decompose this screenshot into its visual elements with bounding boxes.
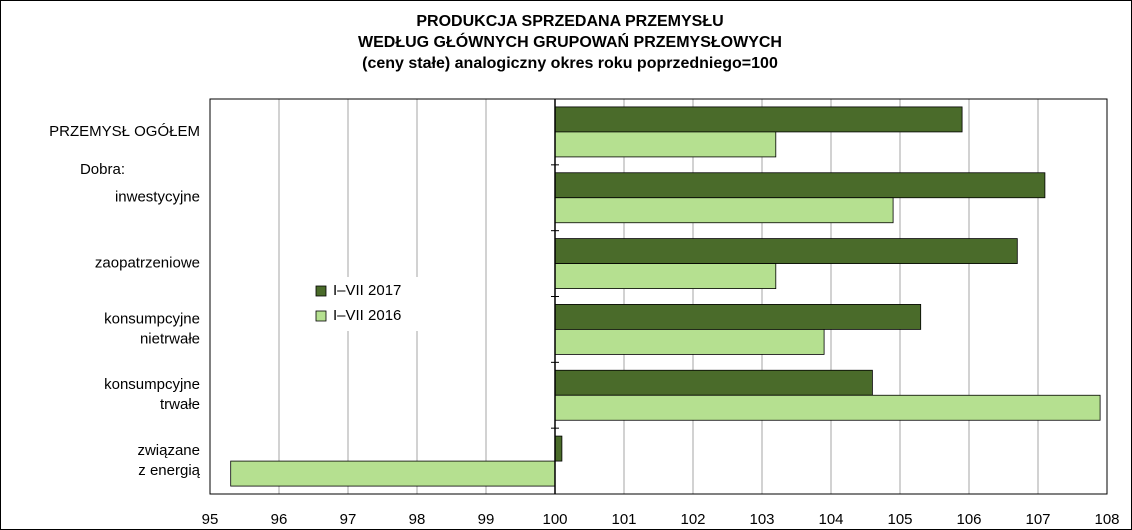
bar <box>554 329 825 355</box>
bar <box>554 394 1101 421</box>
x-tick-label: 99 <box>478 511 495 528</box>
chart-title: WEDŁUG GŁÓWNYCH GRUPOWAŃ PRZEMYSŁOWYCH <box>358 32 782 51</box>
x-tick-label: 98 <box>409 511 426 528</box>
y-tick-label: konsumpcyjne <box>104 310 200 327</box>
x-tick-label: 104 <box>818 511 843 528</box>
x-tick-label: 96 <box>271 511 288 528</box>
x-tick-label: 107 <box>1025 511 1050 528</box>
legend-swatch <box>315 285 327 297</box>
y-tick-label: PRZEMYSŁ OGÓŁEM <box>49 123 200 140</box>
x-tick-label: 106 <box>956 511 981 528</box>
x-tick-label: 100 <box>542 511 567 528</box>
x-tick-label: 97 <box>340 511 357 528</box>
x-tick-label: 108 <box>1094 511 1119 528</box>
legend-box <box>308 277 428 331</box>
plot-border <box>209 98 1108 495</box>
bar <box>230 460 556 487</box>
legend-label: I–VII 2017 <box>333 282 401 299</box>
x-tick-label: 102 <box>680 511 705 528</box>
x-tick-label: 103 <box>749 511 774 528</box>
bar <box>554 197 894 224</box>
x-tick-label: 95 <box>202 511 219 528</box>
group-label: Dobra: <box>80 161 125 178</box>
bar <box>554 238 1018 264</box>
bar <box>554 304 922 330</box>
legend-label: I–VII 2016 <box>333 307 401 324</box>
y-tick-label: związane <box>137 442 200 459</box>
bar <box>554 131 777 158</box>
y-tick-label: inwestycyjne <box>115 189 200 206</box>
x-tick-label: 101 <box>611 511 636 528</box>
legend-swatch <box>315 310 327 322</box>
bar <box>554 106 963 133</box>
y-tick-label: zaopatrzeniowe <box>95 255 200 272</box>
y-tick-label: konsumpcyjne <box>104 376 200 393</box>
y-tick-label: trwałe <box>160 396 200 413</box>
bar <box>554 435 563 462</box>
y-tick-label: nietrwałe <box>140 330 200 347</box>
bar <box>554 263 777 289</box>
bar <box>554 369 873 396</box>
chart-title: (ceny stałe) analogiczny okres roku popr… <box>362 55 778 72</box>
chart-title: PRODUKCJA SPRZEDANA PRZEMYSŁU <box>416 13 723 30</box>
bar <box>554 172 1046 199</box>
y-tick-label: z energią <box>138 462 200 479</box>
x-tick-label: 105 <box>887 511 912 528</box>
